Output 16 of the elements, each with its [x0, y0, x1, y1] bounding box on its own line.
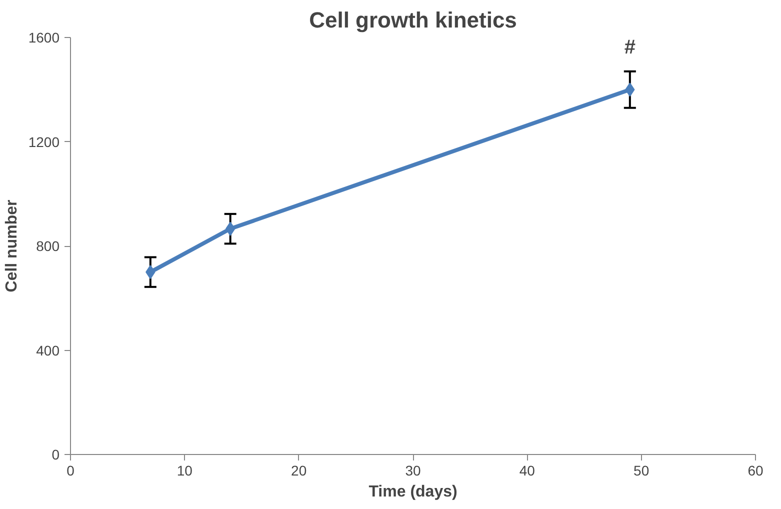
x-tick-label: 0	[66, 462, 75, 478]
y-tick-label: 1600	[28, 30, 60, 46]
x-tick-label: 10	[176, 462, 193, 478]
x-axis-title: Time (days)	[368, 484, 458, 500]
x-tick-label: 30	[405, 462, 421, 478]
y-tick-label: 400	[36, 342, 60, 358]
y-tick-label: 800	[36, 238, 60, 254]
y-axis-title: Cell number	[3, 200, 20, 292]
chart-title: Cell growth kinetics	[309, 8, 517, 32]
x-tick-label: 60	[748, 462, 764, 478]
x-tick-label: 40	[519, 462, 536, 478]
x-tick-label: 50	[634, 462, 650, 478]
annotation: #	[624, 36, 636, 59]
x-tick-label: 20	[291, 462, 307, 478]
y-tick-label: 0	[52, 446, 60, 462]
y-tick-label: 1200	[28, 134, 60, 150]
